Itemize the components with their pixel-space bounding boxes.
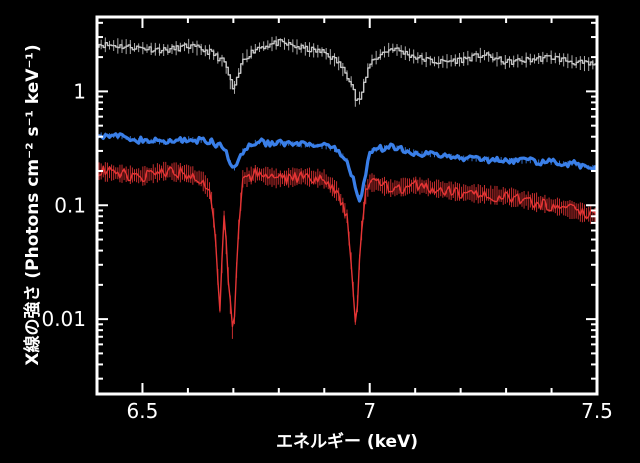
- x-tick-label: 7: [363, 399, 376, 423]
- x-tick-label: 7.5: [581, 399, 613, 423]
- ticks-layer: 6.5 7 7.5 1 0.1 0.01: [41, 17, 613, 423]
- x-tick-label: 6.5: [127, 399, 159, 423]
- x-axis-title: エネルギー (keV): [276, 432, 418, 452]
- series-layer: [95, 36, 599, 339]
- y-tick-label: 0.1: [54, 193, 86, 217]
- y-axis-title: X線の強さ (Photons cm⁻² s⁻¹ keV⁻¹): [22, 44, 43, 365]
- y-tick-label: 1: [73, 79, 86, 103]
- y-tick-label: 0.01: [41, 307, 86, 331]
- series-1: [95, 132, 599, 203]
- series-2: [96, 161, 598, 339]
